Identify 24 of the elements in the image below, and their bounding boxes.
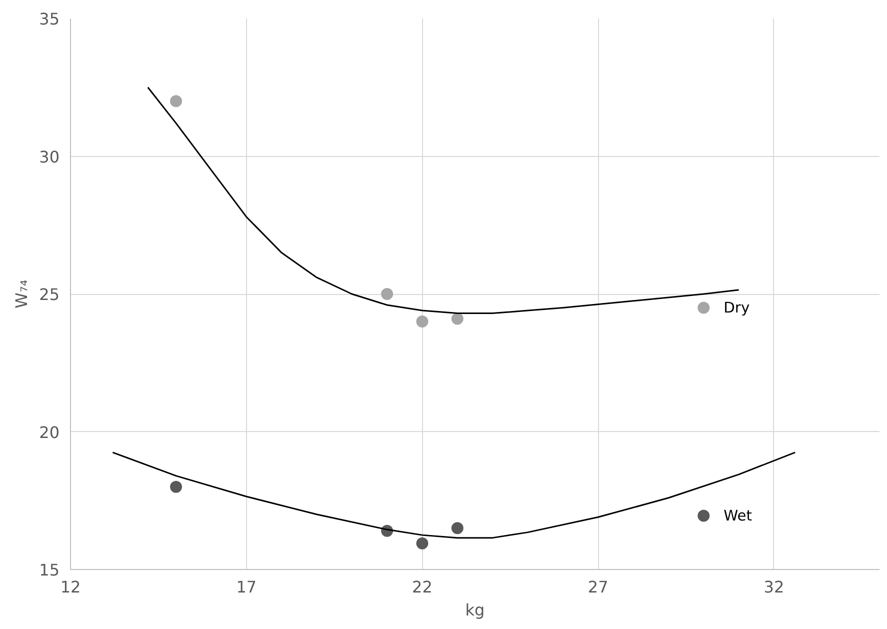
point [381,288,394,300]
x-axis-title: kg [465,600,485,620]
point [416,537,428,550]
y-tick-label: 35 [39,10,60,28]
point [698,302,710,314]
x-tick-label: 17 [236,578,257,596]
x-tick-label: 32 [764,578,784,596]
y-tick-label: 25 [39,285,60,304]
point [416,316,428,328]
series-label: Dry [724,299,750,316]
point [451,312,464,325]
y-tick-label: 15 [39,560,60,580]
y-tick-label: 30 [39,147,60,166]
point [170,95,182,108]
x-tick-label: 22 [412,578,432,596]
x-tick-label: 12 [60,578,81,596]
point [170,480,182,493]
y-tick-label: 20 [39,422,60,442]
x-tick-label: 27 [588,578,608,596]
point [698,510,710,522]
line-series [112,452,796,539]
point [451,522,464,534]
series-label: Wet [724,507,752,524]
y-axis-title: W₇₄ [12,280,32,308]
